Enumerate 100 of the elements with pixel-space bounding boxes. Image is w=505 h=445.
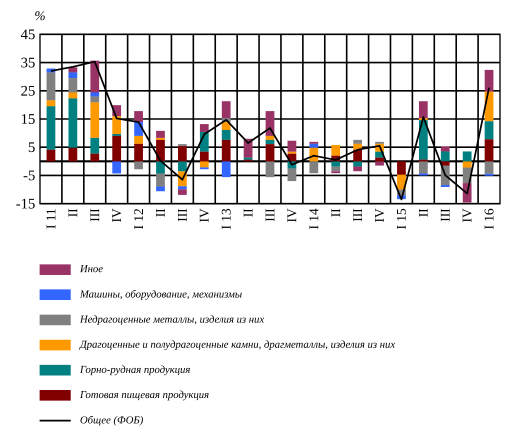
bar bbox=[112, 136, 122, 162]
bar bbox=[134, 161, 143, 170]
x-tick-label: IV bbox=[200, 208, 209, 222]
bar bbox=[222, 140, 231, 162]
bar bbox=[288, 168, 296, 182]
legend-label: Горно-рудная продукция bbox=[80, 366, 190, 376]
bar bbox=[90, 102, 100, 138]
bar bbox=[331, 166, 340, 172]
legend-label: Недрагоценные металлы, изделия из них bbox=[80, 315, 264, 325]
bar bbox=[178, 186, 187, 190]
bar bbox=[484, 139, 494, 162]
bar bbox=[134, 136, 143, 144]
bar bbox=[90, 96, 100, 102]
x-tick-label: IV bbox=[462, 208, 472, 222]
bar bbox=[68, 98, 78, 148]
x-tick-label: IV bbox=[112, 208, 122, 222]
bar bbox=[353, 166, 362, 172]
x-tick-label: III bbox=[440, 208, 450, 222]
bar bbox=[266, 144, 274, 162]
y-tick-label: 25 bbox=[21, 86, 35, 96]
bar bbox=[331, 161, 340, 166]
x-tick-label: II bbox=[156, 208, 165, 217]
y-tick-label: 35 bbox=[21, 58, 35, 68]
bar bbox=[222, 161, 231, 178]
bar bbox=[418, 101, 428, 118]
legend-label: Иное bbox=[80, 265, 103, 272]
y-tick-label: -15 bbox=[16, 198, 35, 209]
y-tick-label: 45 bbox=[20, 29, 35, 40]
bar bbox=[484, 121, 494, 140]
legend-label: Готовая пищевая продукция bbox=[80, 390, 209, 400]
bar bbox=[484, 70, 494, 92]
x-tick-label: III bbox=[90, 208, 100, 222]
bar bbox=[90, 138, 100, 154]
x-tick-label: I 11 bbox=[46, 209, 56, 229]
bar bbox=[156, 130, 165, 138]
legend-label: Драгоценные и полудрагоценные камни, драгметаллы, изделия из них bbox=[79, 340, 396, 350]
bar bbox=[90, 154, 100, 162]
bar bbox=[222, 130, 231, 140]
bar bbox=[68, 78, 78, 92]
bar bbox=[462, 161, 472, 168]
bar bbox=[418, 161, 428, 174]
bar bbox=[200, 124, 209, 132]
bar bbox=[484, 161, 494, 174]
y-tick-label: 5 bbox=[28, 142, 35, 152]
x-tick-label: III bbox=[178, 208, 187, 222]
y-axis-title: % bbox=[35, 11, 45, 20]
x-tick-label: II bbox=[68, 208, 78, 217]
x-tick-label: I 16 bbox=[484, 208, 494, 229]
bar bbox=[156, 161, 165, 174]
bar bbox=[112, 116, 122, 134]
bar bbox=[266, 140, 274, 144]
legend-label: Машины, оборудование, механизмы bbox=[80, 290, 242, 300]
y-tick-label: 15 bbox=[22, 114, 35, 124]
x-tick-label: III bbox=[266, 208, 274, 222]
x-tick-label: I 12 bbox=[134, 209, 143, 229]
bar bbox=[309, 144, 318, 148]
bar bbox=[68, 148, 78, 162]
bar bbox=[462, 151, 472, 162]
x-tick-label: IV bbox=[287, 208, 296, 222]
bar bbox=[46, 72, 56, 100]
y-tick-label: -5 bbox=[24, 170, 35, 180]
bar bbox=[288, 140, 296, 152]
x-tick-label: III bbox=[353, 208, 362, 222]
bar bbox=[375, 161, 384, 166]
bar bbox=[156, 186, 165, 192]
legend-label: Общее (ФОБ) bbox=[80, 416, 143, 426]
bar bbox=[353, 161, 362, 166]
bar bbox=[178, 161, 187, 172]
bar bbox=[331, 144, 340, 156]
x-tick-label: I 14 bbox=[309, 208, 318, 229]
x-tick-label: II bbox=[331, 208, 340, 217]
bar bbox=[397, 161, 406, 175]
bar bbox=[266, 136, 274, 140]
x-tick-label: IV bbox=[375, 208, 384, 222]
bar bbox=[222, 101, 231, 118]
bar bbox=[46, 150, 56, 162]
bar bbox=[134, 111, 143, 122]
bar bbox=[46, 106, 56, 150]
bar bbox=[90, 92, 100, 96]
bar bbox=[200, 161, 209, 168]
bar bbox=[440, 146, 450, 152]
bar bbox=[375, 158, 384, 162]
bar bbox=[112, 161, 122, 174]
bar bbox=[266, 161, 274, 178]
bar bbox=[68, 72, 78, 78]
bar bbox=[156, 173, 165, 186]
bar bbox=[309, 161, 318, 174]
x-tick-label: I 15 bbox=[396, 208, 406, 229]
bar bbox=[200, 152, 209, 162]
bar bbox=[440, 151, 450, 162]
x-tick-label: II bbox=[418, 208, 428, 217]
x-tick-label: II bbox=[244, 208, 252, 217]
bar bbox=[178, 146, 187, 162]
bar bbox=[156, 140, 165, 162]
bar bbox=[46, 100, 56, 106]
bar bbox=[353, 140, 362, 144]
bar bbox=[134, 144, 143, 162]
x-tick-label: I 13 bbox=[222, 208, 231, 229]
bar bbox=[68, 92, 78, 98]
bar bbox=[178, 189, 187, 195]
